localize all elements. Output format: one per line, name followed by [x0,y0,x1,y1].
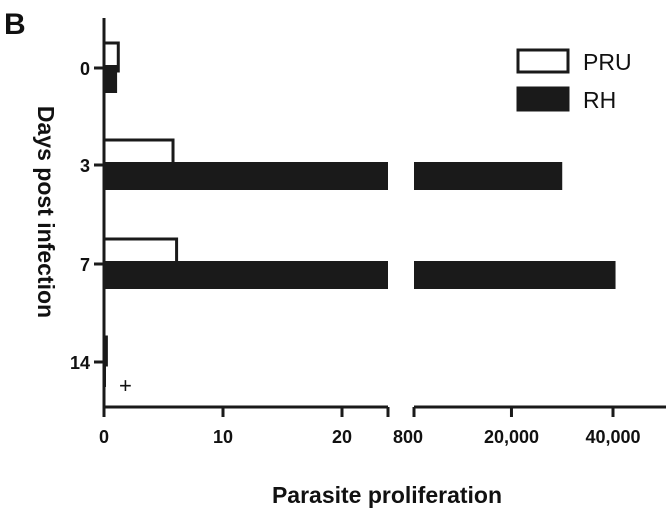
x-tick-label: 20 [332,427,352,447]
y-tick-label: 14 [70,353,90,373]
legend-swatch-pru [516,48,570,74]
bar-rh-day-3-left [104,162,388,190]
legend: PRU RH [516,48,632,113]
y-tick-label: 0 [80,59,90,79]
legend-swatch-rh [516,86,570,112]
x-tick-label: 20,000 [484,427,539,447]
legend-label-rh: RH [583,87,616,113]
bar-rh-day-3-right [414,162,563,190]
x-tick-label: 40,000 [585,427,640,447]
y-axis-title: Days post infection [33,106,59,318]
legend-label-pru: PRU [583,49,632,75]
bars [102,41,616,387]
bar-rh-day-14 [104,359,106,387]
x-tick-label: 10 [213,427,233,447]
x-tick-labels: 0 10 20 800 20,000 40,000 [99,427,641,447]
x-axis-title: Parasite proliferation [272,482,502,508]
y-tick-label: 7 [80,255,90,275]
x-tick-label: 0 [99,427,109,447]
bar-rh-day-7-right [414,261,616,289]
annotations: + [119,373,132,398]
x-tick-label: 800 [393,427,423,447]
bar-rh-day-7-left [104,261,388,289]
panel-label: B [4,8,26,41]
bar-rh-day-0 [104,65,118,93]
annotation-plus: + [119,373,132,398]
y-tick-labels: 0 3 7 14 [70,59,90,373]
y-tick-label: 3 [80,156,90,176]
axes [94,18,666,417]
